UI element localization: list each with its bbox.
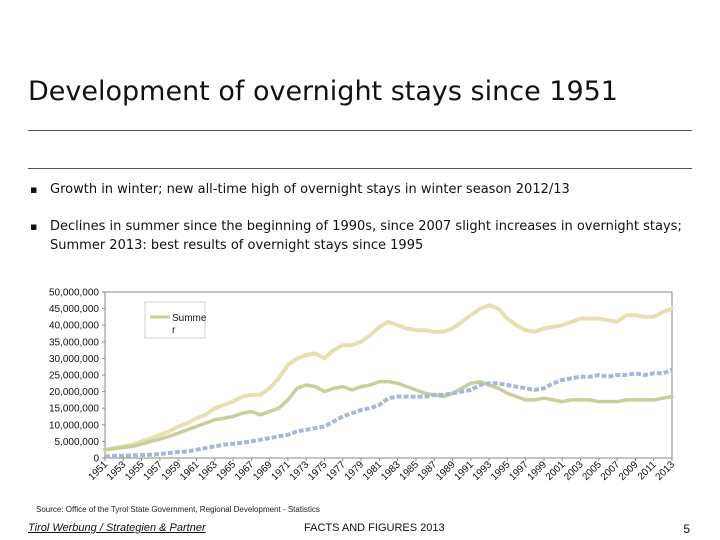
bullet-item: ▪ Growth in winter; new all-time high of… <box>30 180 692 199</box>
y-tick-label: 30,000,000 <box>49 354 99 365</box>
y-tick-label: 50,000,000 <box>49 288 99 299</box>
summer-series-line <box>103 379 674 452</box>
legend-label-line1: Summe <box>172 313 207 324</box>
legend-box <box>144 301 206 339</box>
x-tick-label: 1981 <box>361 459 385 483</box>
x-tick-label: 1999 <box>526 459 550 483</box>
x-tick-label: 1971 <box>270 459 294 483</box>
slide-title: Development of overnight stays since 195… <box>28 76 618 107</box>
x-tick-label: 1973 <box>288 459 312 483</box>
x-tick-label: 1957 <box>141 459 165 483</box>
bullet-text: Growth in winter; new all-time high of o… <box>50 182 570 197</box>
x-tick-label: 1991 <box>452 459 476 483</box>
x-tick-label: 2005 <box>580 459 604 483</box>
y-tick-label: 0 <box>93 454 99 465</box>
bullet-icon: ▪ <box>30 220 38 233</box>
x-tick-label: 1955 <box>123 459 147 483</box>
chart-source: Source: Office of the Tyrol State Govern… <box>36 505 320 514</box>
x-tick-label: 1953 <box>105 459 129 483</box>
overnight-stays-chart: 0 5,000,000 10,000,000 15,000,000 20,000,000… <box>49 288 678 483</box>
x-tick-label: 1975 <box>306 459 330 483</box>
x-tick-label: 1969 <box>251 459 275 483</box>
x-tick-label: 1979 <box>343 459 367 483</box>
x-tick-label: 2009 <box>617 459 641 483</box>
x-tick-label: 1951 <box>87 459 111 483</box>
x-tick-label: 1977 <box>324 459 348 483</box>
y-tick-label: 20,000,000 <box>49 387 99 398</box>
x-tick-label: 1989 <box>434 459 458 483</box>
x-tick-label: 1985 <box>398 459 422 483</box>
title-divider-top <box>28 130 692 131</box>
x-tick-label: 2011 <box>636 459 659 482</box>
x-tick-label: 2003 <box>562 459 586 483</box>
x-tick-label: 1997 <box>507 459 531 483</box>
title-divider-bottom <box>28 168 692 169</box>
total-series-line <box>103 303 674 452</box>
x-tick-label: 1983 <box>379 459 403 483</box>
bullet-icon: ▪ <box>30 183 38 196</box>
x-tick-label: 2001 <box>544 459 568 483</box>
x-tick-label: 1959 <box>160 459 184 483</box>
bullet-text: Declines in summer since the beginning o… <box>50 219 682 253</box>
x-tick-label: 1965 <box>215 459 239 483</box>
bullet-list: ▪ Growth in winter; new all-time high of… <box>30 180 692 273</box>
y-tick-label: 40,000,000 <box>49 321 99 332</box>
y-tick-label: 15,000,000 <box>49 404 99 415</box>
y-tick-label: 35,000,000 <box>49 337 99 348</box>
y-tick-label: 10,000,000 <box>49 420 99 431</box>
x-tick-label: 1961 <box>178 459 202 483</box>
y-tick-label: 45,000,000 <box>49 304 99 315</box>
legend-label-line2: r <box>172 325 176 336</box>
x-tick-label: 1987 <box>416 459 440 483</box>
x-tick-label: 1967 <box>233 459 257 483</box>
x-tick-label: 2007 <box>599 459 623 483</box>
x-tick-label: 1993 <box>471 459 495 483</box>
x-tick-label: 1963 <box>196 459 220 483</box>
footer-publication: FACTS AND FIGURES 2013 <box>304 522 445 534</box>
bullet-item: ▪ Declines in summer since the beginning… <box>30 217 692 255</box>
y-tick-label: 5,000,000 <box>55 437 100 448</box>
x-tick-label: 1995 <box>489 459 513 483</box>
x-tick-label: 2013 <box>654 459 678 483</box>
winter-series-line <box>104 368 673 459</box>
y-tick-label: 25,000,000 <box>49 371 99 382</box>
footer-company: Tirol Werbung / Strategien & Partner <box>28 522 206 534</box>
page-number: 5 <box>683 522 690 536</box>
